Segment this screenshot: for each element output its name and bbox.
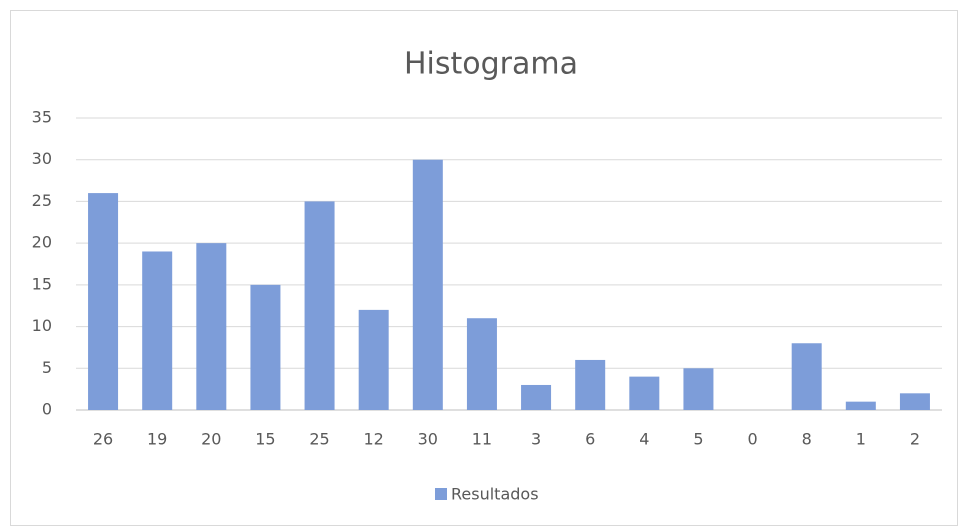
bar	[575, 359, 606, 410]
x-tick-label: 8	[802, 430, 812, 449]
x-tick-label: 4	[639, 430, 649, 449]
x-tick-label: 30	[418, 430, 438, 449]
x-tick-label: 0	[747, 430, 757, 449]
bar	[88, 193, 119, 410]
bar	[358, 309, 389, 410]
x-tick-label: 6	[585, 430, 595, 449]
legend-swatch	[435, 488, 447, 500]
y-tick-label: 15	[32, 274, 52, 293]
x-tick-label: 11	[472, 430, 492, 449]
x-tick-label: 12	[364, 430, 384, 449]
bar	[142, 251, 173, 410]
chart-title: Histograma	[404, 47, 578, 82]
legend-label: Resultados	[451, 485, 539, 504]
x-tick-label: 3	[531, 430, 541, 449]
x-tick-label: 20	[201, 430, 221, 449]
x-tick-label: 15	[255, 430, 275, 449]
bar	[412, 159, 443, 410]
bar	[466, 318, 497, 410]
bar	[791, 343, 822, 410]
y-tick-label: 25	[32, 191, 52, 210]
y-tick-label: 35	[32, 108, 52, 127]
y-tick-label: 20	[32, 233, 52, 252]
bar	[683, 368, 714, 410]
y-tick-label: 10	[32, 316, 52, 335]
bar	[304, 201, 335, 410]
bar	[250, 284, 281, 410]
x-tick-label: 5	[693, 430, 703, 449]
x-tick-label: 2	[910, 430, 920, 449]
y-tick-label: 5	[42, 358, 52, 377]
bar	[196, 243, 227, 410]
bar	[521, 384, 552, 410]
bar	[629, 376, 660, 410]
x-tick-label: 25	[309, 430, 329, 449]
x-tick-label: 19	[147, 430, 167, 449]
bar	[845, 401, 876, 410]
y-tick-label: 30	[32, 149, 52, 168]
x-tick-label: 26	[93, 430, 113, 449]
bar	[899, 393, 930, 410]
x-tick-label: 1	[856, 430, 866, 449]
y-tick-label: 0	[42, 400, 52, 419]
